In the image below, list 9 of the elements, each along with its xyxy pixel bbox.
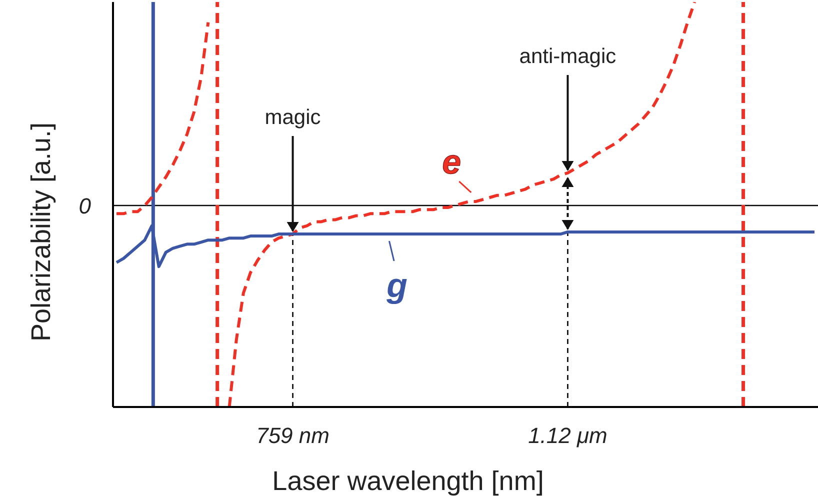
annotation: magic bbox=[264, 106, 321, 130]
y-axis-title: Polarizability [a.u.] bbox=[26, 122, 56, 342]
legend-label: g bbox=[386, 267, 408, 306]
annotation: anti-magic bbox=[519, 44, 616, 68]
ref-line-label: 0 bbox=[78, 193, 92, 218]
x-tick-label: 759 nm bbox=[256, 423, 330, 448]
x-tick-label: 1.12 μm bbox=[528, 423, 608, 448]
series-label: e bbox=[442, 143, 462, 182]
x-axis-title: Laser wavelength [nm] bbox=[272, 466, 544, 496]
